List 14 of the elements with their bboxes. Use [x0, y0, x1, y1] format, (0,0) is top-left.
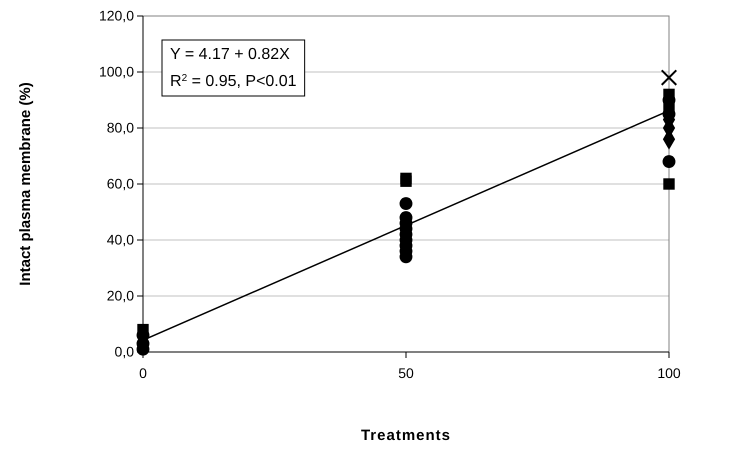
y-tick-label: 20,0 — [106, 287, 134, 304]
annotation: R$^{2}$ = 0.95, P<0.01 — [170, 72, 297, 90]
y-tick-label: 40,0 — [106, 231, 134, 248]
y-tick-label: 0,0 — [114, 343, 134, 360]
y-tick-label: 80,0 — [106, 119, 134, 136]
y-tick-label: 60,0 — [106, 175, 134, 192]
x-tick-label: 0 — [139, 364, 148, 381]
y-tick-label: 100,0 — [98, 63, 134, 80]
x-tick-label: 100 — [657, 364, 681, 381]
y-tick-label: 120,0 — [98, 7, 134, 24]
annotation: Y = 4.17 + 0.82X — [170, 46, 290, 63]
y-axis-title: Intact plasma membrane (%) — [17, 82, 34, 286]
x-axis-title: Treatments — [360, 427, 452, 444]
x-tick-label: 50 — [398, 364, 414, 381]
